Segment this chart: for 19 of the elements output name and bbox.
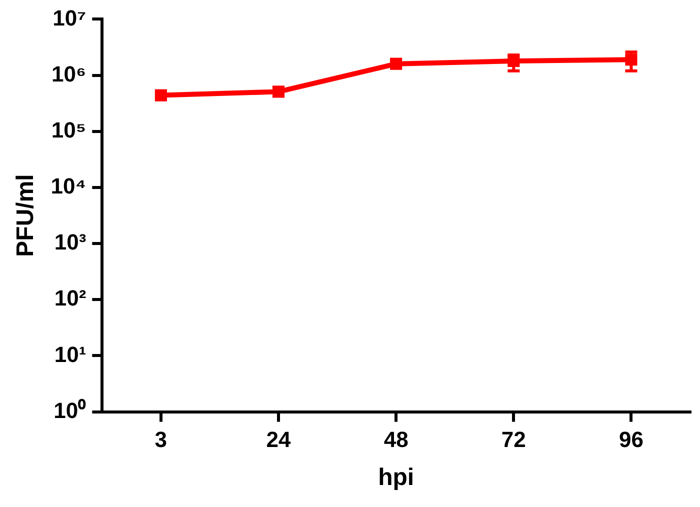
y-tick-label: 10⁵ (51, 117, 86, 142)
point (154, 89, 167, 102)
x-tick-label: 48 (384, 427, 408, 452)
y-tick-label: 10⁷ (52, 5, 86, 30)
y-tick-label: 10² (54, 286, 86, 311)
x-tick-label: 72 (501, 427, 526, 452)
point (390, 58, 402, 70)
x-tick-label: 3 (154, 427, 168, 452)
x-tick-label: 96 (618, 427, 644, 452)
y-tick-label: 10⁰ (54, 398, 86, 423)
y-tick-label: 10⁶ (52, 61, 86, 86)
y-tick-label: 10⁴ (50, 174, 86, 199)
y-tick-label: 10¹ (54, 342, 86, 367)
x-tick-label: 24 (266, 427, 292, 452)
point (272, 86, 285, 98)
y-tick-label: 10³ (54, 230, 86, 255)
y-axis-title: PFU/ml (12, 174, 40, 257)
point (625, 54, 638, 66)
x-axis-title: hpi (378, 464, 414, 492)
